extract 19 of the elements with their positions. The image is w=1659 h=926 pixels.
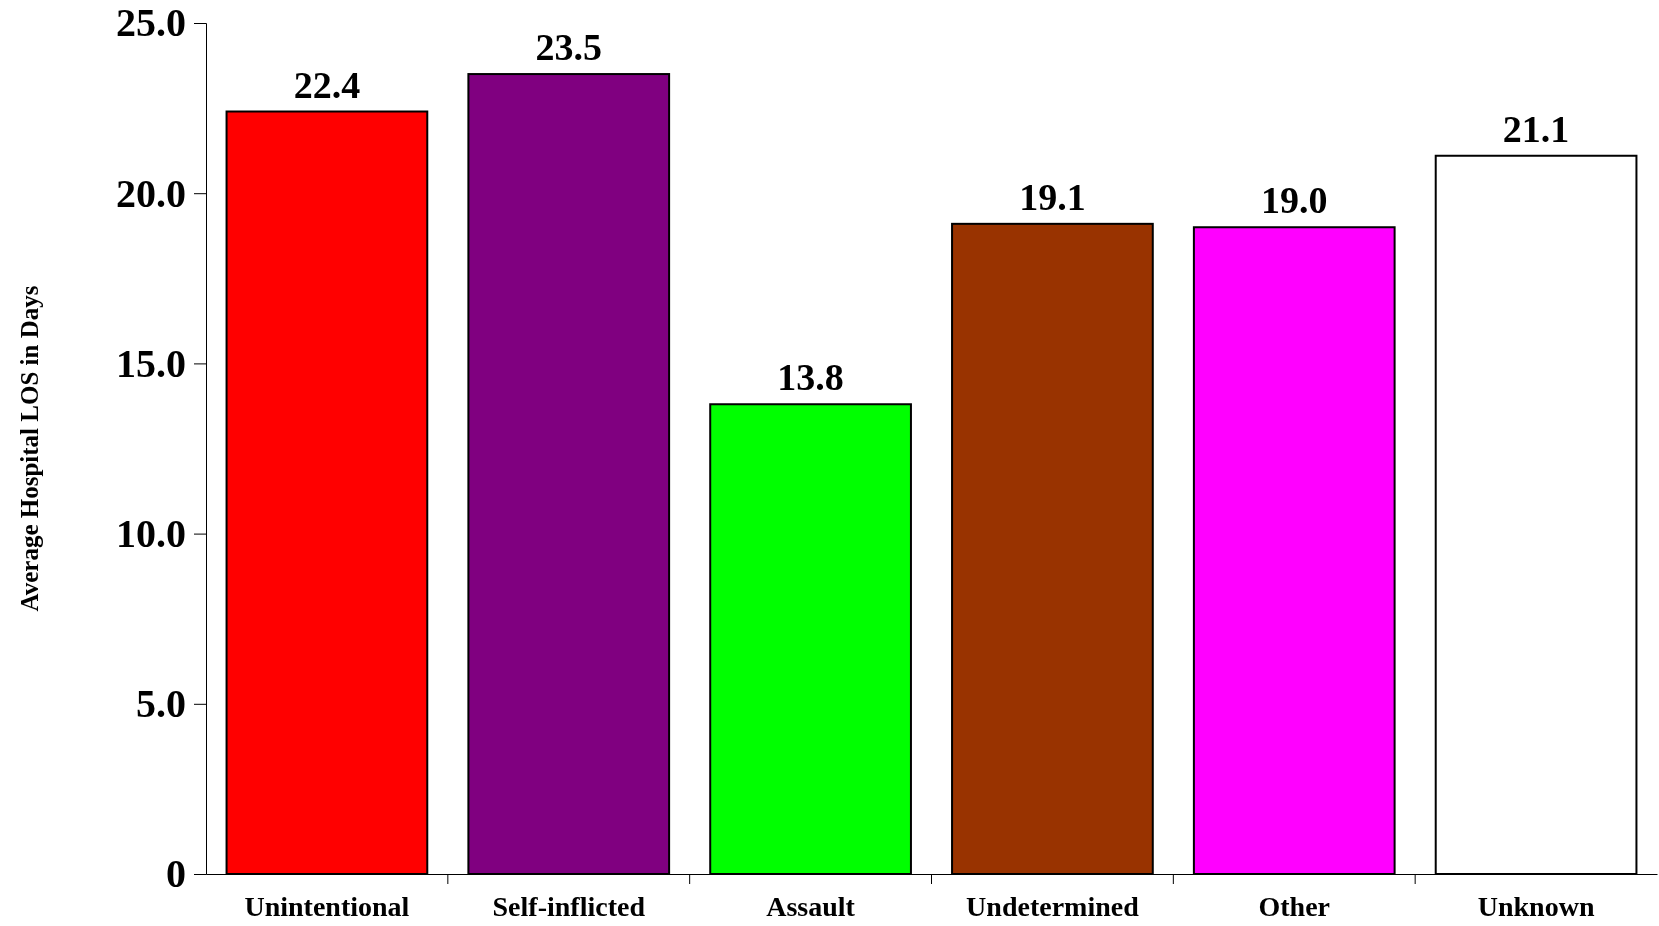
data-label: 19.0	[1261, 179, 1328, 222]
y-tick-label: 5.0	[136, 681, 186, 727]
x-tick-label: Undetermined	[966, 890, 1140, 922]
x-tick-label: Unintentional	[244, 890, 410, 922]
y-tick-label: 0	[166, 851, 186, 897]
data-label: 21.1	[1502, 107, 1570, 150]
y-tick-label: 15.0	[116, 340, 186, 386]
data-label: 23.5	[535, 26, 602, 69]
data-label: 19.1	[1019, 175, 1086, 218]
y-tick-label: 10.0	[116, 510, 186, 556]
y-tick-label: 20.0	[116, 170, 186, 216]
data-label: 22.4	[293, 63, 361, 106]
y-tick-label: 25.0	[116, 0, 186, 46]
x-tick-label: Unknown	[1477, 890, 1595, 922]
x-tick-label: Other	[1258, 890, 1331, 922]
y-axis-title: Average Hospital LOS in Days	[16, 285, 43, 612]
data-label: 13.8	[777, 356, 844, 399]
x-tick-label: Self-inflicted	[492, 890, 646, 922]
x-tick-label: Assault	[766, 890, 856, 922]
